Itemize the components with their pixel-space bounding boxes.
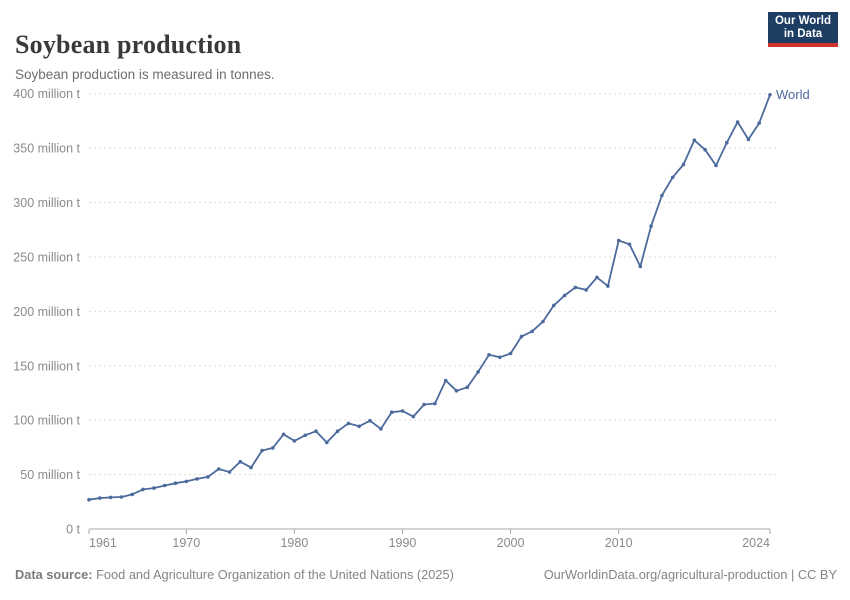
data-point[interactable] — [173, 481, 178, 486]
owid-logo-line1: Our World — [774, 14, 831, 27]
data-point[interactable] — [714, 163, 718, 168]
x-axis-tick-label: 1990 — [389, 536, 417, 550]
data-point[interactable] — [584, 288, 588, 292]
y-axis-tick-label: 50 million t — [20, 468, 80, 482]
x-axis-tick-label: 2000 — [497, 536, 525, 550]
data-point[interactable] — [216, 467, 221, 471]
data-point[interactable] — [735, 120, 740, 124]
data-point[interactable] — [670, 175, 675, 180]
data-point[interactable] — [476, 370, 480, 374]
y-axis-tick-label: 350 million t — [13, 142, 80, 156]
data-point[interactable] — [195, 477, 199, 481]
y-axis-tick-label: 0 t — [66, 523, 80, 537]
y-axis-tick-label: 250 million t — [13, 250, 80, 264]
data-point[interactable] — [508, 351, 513, 356]
data-point[interactable] — [400, 409, 405, 413]
data-point[interactable] — [552, 303, 556, 308]
data-point[interactable] — [616, 238, 621, 243]
chart-subtitle: Soybean production is measured in tonnes… — [15, 66, 275, 82]
data-point[interactable] — [519, 334, 524, 339]
data-point[interactable] — [238, 459, 243, 464]
data-point[interactable] — [325, 440, 329, 445]
x-axis-tick-label: 1961 — [89, 536, 117, 550]
data-point[interactable] — [379, 427, 383, 431]
data-point[interactable] — [530, 329, 534, 334]
data-point[interactable] — [271, 446, 275, 450]
data-point[interactable] — [389, 410, 394, 415]
y-axis-tick-label: 150 million t — [13, 359, 80, 373]
data-point[interactable] — [249, 465, 253, 470]
data-point[interactable] — [725, 140, 729, 145]
data-point[interactable] — [206, 475, 210, 479]
data-point[interactable] — [573, 285, 578, 290]
data-point[interactable] — [335, 429, 340, 434]
plot-area[interactable] — [89, 79, 770, 529]
data-point[interactable] — [768, 93, 772, 97]
series-end-label-world[interactable]: World — [776, 87, 810, 102]
data-point[interactable] — [119, 495, 124, 499]
data-point[interactable] — [184, 479, 189, 484]
data-point[interactable] — [260, 448, 264, 453]
x-axis-tick-label: 1980 — [280, 536, 308, 550]
data-point[interactable] — [465, 385, 470, 390]
data-point[interactable] — [303, 433, 308, 438]
data-point[interactable] — [660, 193, 664, 198]
data-point[interactable] — [454, 389, 459, 393]
x-axis-tick-label: 2024 — [742, 536, 770, 550]
data-point[interactable] — [98, 496, 102, 500]
data-point[interactable] — [433, 401, 437, 406]
data-source-text: Food and Agriculture Organization of the… — [96, 567, 454, 582]
footer-rights-link[interactable]: OurWorldinData.org/agricultural-producti… — [543, 567, 837, 582]
data-point[interactable] — [152, 486, 156, 490]
y-axis-tick-label: 400 million t — [13, 87, 80, 101]
data-point[interactable] — [649, 224, 653, 228]
data-point[interactable] — [108, 495, 113, 500]
data-point[interactable] — [562, 293, 567, 298]
data-point[interactable] — [638, 264, 643, 269]
data-point[interactable] — [141, 487, 145, 492]
data-point[interactable] — [162, 483, 167, 488]
data-point[interactable] — [443, 378, 448, 383]
chart-title: Soybean production — [15, 30, 242, 60]
data-point[interactable] — [292, 439, 297, 443]
data-point[interactable] — [87, 497, 91, 502]
data-point[interactable] — [346, 421, 351, 426]
data-point[interactable] — [314, 429, 318, 434]
data-source-note: Data source: Food and Agriculture Organi… — [15, 567, 454, 582]
data-point[interactable] — [757, 121, 761, 125]
data-point[interactable] — [681, 162, 686, 167]
data-point[interactable] — [606, 284, 610, 288]
data-point[interactable] — [281, 432, 286, 437]
data-point[interactable] — [130, 492, 134, 497]
data-point[interactable] — [703, 147, 707, 152]
data-point[interactable] — [411, 414, 416, 419]
data-point[interactable] — [422, 402, 426, 407]
data-point[interactable] — [595, 275, 599, 280]
data-point[interactable] — [627, 242, 632, 247]
data-point[interactable] — [227, 470, 232, 474]
data-point[interactable] — [498, 355, 502, 360]
data-point[interactable] — [746, 137, 751, 142]
y-axis-tick-label: 300 million t — [13, 196, 80, 210]
y-axis-tick-label: 200 million t — [13, 305, 80, 319]
data-point[interactable] — [357, 424, 362, 429]
y-axis-tick-label: 100 million t — [13, 414, 80, 428]
data-point[interactable] — [692, 138, 697, 142]
owid-logo[interactable]: Our World in Data — [768, 12, 838, 47]
data-point[interactable] — [368, 418, 372, 423]
x-axis-tick-label: 1970 — [172, 536, 200, 550]
x-axis-tick-label: 2010 — [605, 536, 633, 550]
data-point[interactable] — [541, 319, 545, 324]
owid-logo-line2: in Data — [783, 27, 823, 40]
data-line-world[interactable] — [88, 93, 771, 501]
data-point[interactable] — [487, 353, 491, 357]
data-source-label: Data source: — [15, 567, 93, 582]
chart-footer: Data source: Food and Agriculture Organi… — [15, 567, 837, 582]
